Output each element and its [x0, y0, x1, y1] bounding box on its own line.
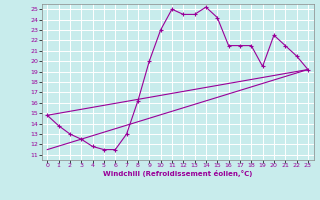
X-axis label: Windchill (Refroidissement éolien,°C): Windchill (Refroidissement éolien,°C) [103, 170, 252, 177]
